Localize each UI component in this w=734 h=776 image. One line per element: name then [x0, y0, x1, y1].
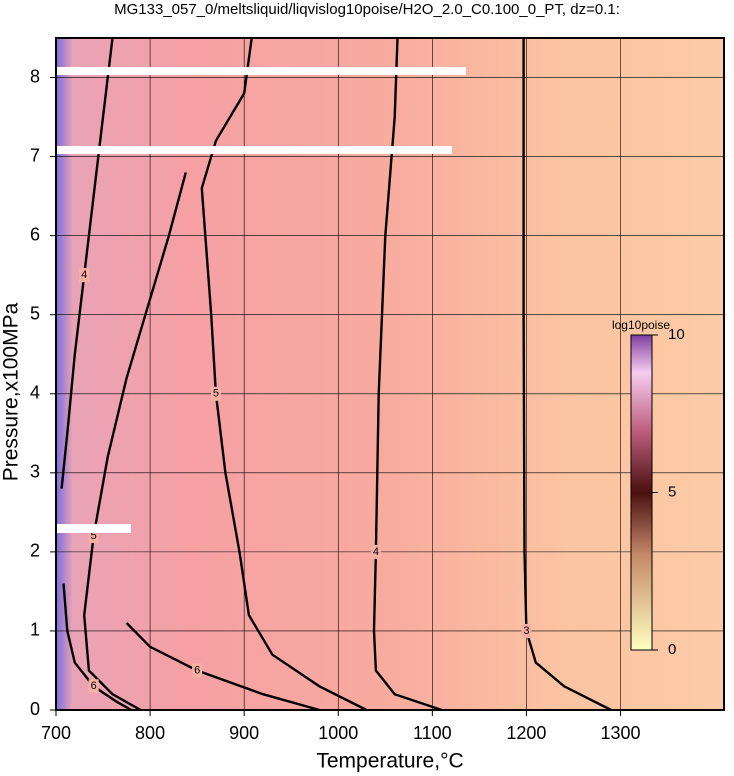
- contour-label-bg: [88, 529, 99, 544]
- contour-label-bg: [192, 663, 203, 678]
- x-tick-label: 1100: [413, 723, 452, 743]
- x-tick-label: 800: [135, 723, 165, 743]
- colorbar-tick-label: 5: [668, 483, 676, 500]
- colorbar-tick-label: 10: [668, 326, 685, 343]
- y-tick-label: 1: [30, 620, 40, 640]
- contour-label-bg: [210, 386, 221, 401]
- contour-label: 5: [91, 530, 97, 542]
- contour-label: 6: [194, 664, 200, 676]
- contour-label: 5: [213, 388, 219, 400]
- contour-label: 3: [523, 625, 529, 637]
- plot-frame: [55, 37, 725, 711]
- x-tick-label: 700: [41, 723, 71, 743]
- contour-line: [522, 38, 612, 712]
- contour-line: [82, 172, 187, 712]
- x-tick-label: 1300: [600, 723, 640, 743]
- y-tick-label: 4: [30, 383, 40, 403]
- chart-title: MG133_057_0/meltsliquid/liqvislog10poise…: [114, 1, 620, 18]
- artifact-bar: [56, 67, 466, 75]
- grid: [55, 38, 724, 711]
- y-tick-label: 5: [30, 303, 40, 323]
- artifact-bar: [56, 146, 452, 154]
- contours: 3 4 5 5 4 6 6: [60, 37, 612, 712]
- contour-label-bg: [79, 268, 90, 283]
- x-tick-label: 1200: [506, 723, 546, 743]
- x-tick-label: 900: [229, 723, 259, 743]
- y-tick-label: 0: [30, 699, 40, 719]
- colorbar-label: log10poise: [612, 318, 670, 332]
- colorbar-tick-label: 0: [668, 641, 676, 658]
- contour-label-bg: [88, 679, 99, 694]
- artifact-bar: [56, 524, 131, 533]
- contour-label: 6: [91, 680, 97, 692]
- plot-background: [56, 38, 724, 710]
- y-tick-label: 6: [30, 224, 40, 244]
- y-axis-label: Pressure,x100MPa: [0, 302, 23, 481]
- y-tick-label: 7: [30, 145, 40, 165]
- contour-label: 4: [373, 546, 379, 558]
- contour-label: 4: [81, 269, 87, 281]
- x-axis-label: Temperature,°C: [316, 750, 463, 773]
- y-tick-label: 2: [30, 541, 40, 561]
- contour-line: [62, 583, 132, 712]
- contour-label-bg: [370, 544, 381, 559]
- y-tick-label: 3: [30, 462, 40, 482]
- colorbar: [630, 334, 653, 651]
- y-tick-label: 8: [30, 66, 40, 86]
- contour-label-bg: [521, 623, 532, 638]
- x-tick-label: 1000: [318, 723, 358, 743]
